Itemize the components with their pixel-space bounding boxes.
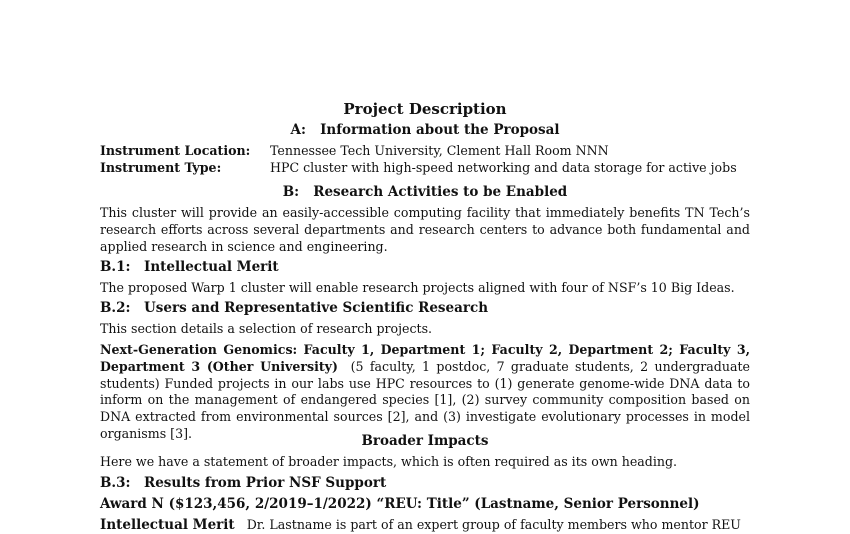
section-b-title: Research Activities to be Enabled: [313, 184, 568, 200]
genomics-text: (5 faculty, 1 postdoc, 7 graduate studen…: [100, 358, 750, 441]
award-heading: Award N ($123,456, 2/2019–1/2022) “REU: …: [100, 496, 700, 512]
section-b-number: B:: [282, 184, 300, 200]
broader-impacts-text: Here we have a statement of broader impa…: [100, 454, 678, 469]
intellectual-merit-heading: Intellectual Merit: [100, 517, 235, 533]
subsection-b2-number: B.2:: [100, 300, 131, 316]
subsection-b2-title: Users and Representative Scientific Rese…: [144, 300, 489, 316]
intellectual-merit-paragraph: Intellectual Merit Dr. Lastname is part …: [100, 517, 750, 534]
section-a-number: A:: [290, 122, 306, 138]
section-a-heading: A: Information about the Proposal: [100, 122, 750, 138]
instrument-location-row: Instrument Location: Tennessee Tech Unive…: [100, 143, 750, 160]
subsection-b2-text: This section details a selection of rese…: [100, 321, 433, 336]
subsection-b2-heading: B.2: Users and Representative Scientific …: [100, 300, 750, 316]
subsection-b3-heading: B.3: Results from Prior NSF Support: [100, 475, 750, 491]
subsection-b3-number: B.3:: [100, 475, 131, 491]
genomics-heading: Next-Generation Genomics: Faculty 1, Dep…: [100, 342, 750, 374]
section-b-heading: B: Research Activities to be Enabled: [100, 184, 750, 200]
broader-impacts-heading: Broader Impacts: [361, 433, 489, 449]
subsection-b1-title: Intellectual Merit: [144, 259, 279, 275]
intellectual-merit-text: Dr. Lastname is part of an expert group …: [246, 517, 741, 532]
subsection-b1-heading: B.1: Intellectual Merit: [100, 259, 750, 275]
subsection-b1-number: B.1:: [100, 259, 131, 275]
section-b-paragraph: This cluster will provide an easily-acce…: [100, 205, 750, 254]
subsection-b3-title: Results from Prior NSF Support: [144, 475, 387, 491]
instrument-type-value: HPC cluster with high-speed networking a…: [270, 160, 737, 175]
section-a-title: Information about the Proposal: [320, 122, 560, 138]
instrument-location-value: Tennessee Tech University, Clement Hall …: [270, 143, 609, 158]
instrument-type-row: Instrument Type: HPC cluster with high-sp…: [100, 160, 750, 177]
page-title: Project Description: [343, 100, 507, 118]
subsection-b1-text: The proposed Warp 1 cluster will enable …: [100, 280, 735, 295]
instrument-type-label: Instrument Type:: [100, 160, 222, 175]
genomics-paragraph: Next-Generation Genomics: Faculty 1, Dep…: [100, 342, 750, 443]
instrument-location-label: Instrument Location:: [100, 143, 251, 158]
